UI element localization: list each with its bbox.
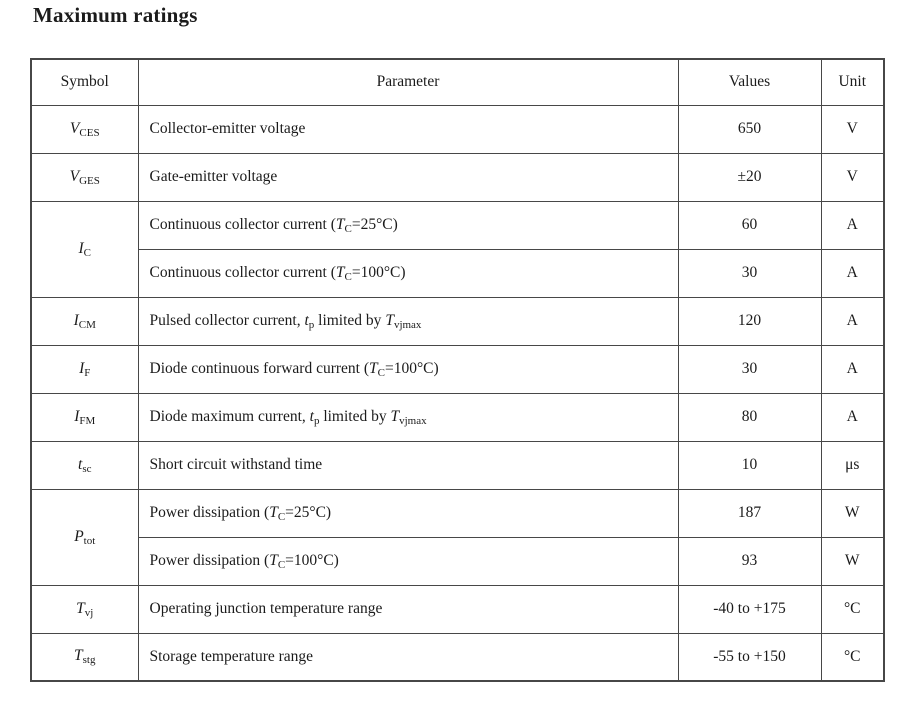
table-row: ICM Pulsed collector current, tp limited…	[30, 296, 885, 346]
unit-cell: W	[820, 536, 885, 586]
unit-cell: A	[820, 296, 885, 346]
symbol-subscript: vj	[84, 606, 94, 619]
symbol-cell: tsc	[30, 440, 139, 490]
values-cell: 30	[677, 248, 822, 298]
column-header-values: Values	[677, 58, 822, 106]
parameter-cell: Operating junction temperature range	[137, 584, 679, 634]
symbol-subscript: F	[84, 366, 91, 379]
column-header-parameter: Parameter	[137, 58, 679, 106]
values-cell: 30	[677, 344, 822, 394]
symbol-base: t	[78, 455, 83, 473]
unit-cell: °C	[820, 632, 885, 682]
values-cell: -40 to +175	[677, 584, 822, 634]
symbol-base: P	[74, 527, 84, 545]
symbol-base: V	[69, 119, 80, 137]
table-row: VGES Gate-emitter voltage ±20 V	[30, 152, 885, 202]
symbol-base: T	[76, 599, 85, 617]
symbol-cell: Tstg	[30, 632, 139, 682]
unit-cell: W	[820, 488, 885, 538]
values-cell: 60	[677, 200, 822, 250]
table-row: IFM Diode maximum current, tp limited by…	[30, 392, 885, 442]
parameter-cell: Diode maximum current, tp limited by Tvj…	[137, 392, 679, 442]
column-header-symbol: Symbol	[30, 58, 139, 106]
symbol-subscript: C	[83, 246, 91, 259]
unit-cell: A	[820, 344, 885, 394]
values-cell: 120	[677, 296, 822, 346]
parameter-cell: Continuous collector current (TC=100°C)	[137, 248, 679, 298]
table-row: VCES Collector-emitter voltage 650 V	[30, 104, 885, 154]
unit-cell: A	[820, 392, 885, 442]
unit-cell: A	[820, 248, 885, 298]
symbol-subscript: CM	[78, 318, 96, 331]
symbol-cell: VCES	[30, 104, 139, 154]
symbol-base: I	[78, 239, 84, 257]
symbol-base: I	[74, 407, 80, 425]
symbol-cell: IC	[30, 200, 139, 298]
parameter-cell: Storage temperature range	[137, 632, 679, 682]
unit-cell: A	[820, 200, 885, 250]
values-cell: ±20	[677, 152, 822, 202]
parameter-cell: Short circuit withstand time	[137, 440, 679, 490]
symbol-base: I	[73, 311, 79, 329]
page-title: Maximum ratings	[33, 3, 198, 27]
parameter-cell: Power dissipation (TC=100°C)	[137, 536, 679, 586]
table-row: Tvj Operating junction temperature range…	[30, 584, 885, 634]
maximum-ratings-table: Symbol Parameter Values Unit VCES Collec…	[30, 58, 885, 682]
table-row: Ptot Power dissipation (TC=25°C) 187 W	[30, 488, 885, 586]
values-cell: 93	[677, 536, 822, 586]
symbol-subscript: tot	[83, 534, 96, 547]
values-cell: 650	[677, 104, 822, 154]
table-row: IF Diode continuous forward current (TC=…	[30, 344, 885, 394]
symbol-base: T	[74, 647, 83, 665]
table-row: Continuous collector current (TC=100°C) …	[31, 248, 885, 298]
unit-cell: °C	[820, 584, 885, 634]
values-cell: 10	[677, 440, 822, 490]
table-header-row: Symbol Parameter Values Unit	[30, 58, 885, 106]
symbol-subscript: sc	[82, 462, 92, 475]
parameter-cell: Gate-emitter voltage	[137, 152, 679, 202]
unit-cell: V	[820, 152, 885, 202]
symbol-subscript: CES	[79, 126, 100, 139]
symbol-base: V	[69, 167, 80, 185]
column-header-unit: Unit	[820, 58, 885, 106]
parameter-cell: Pulsed collector current, tp limited by …	[137, 296, 679, 346]
parameter-cell: Collector-emitter voltage	[137, 104, 679, 154]
unit-cell: μs	[820, 440, 885, 490]
table-row: Power dissipation (TC=100°C) 93 W	[31, 536, 885, 586]
parameter-cell: Continuous collector current (TC=25°C)	[137, 200, 679, 250]
symbol-subscript: GES	[79, 174, 100, 187]
parameter-cell: Power dissipation (TC=25°C)	[137, 488, 679, 538]
symbol-cell: IFM	[30, 392, 139, 442]
values-cell: 80	[677, 392, 822, 442]
table-row: tsc Short circuit withstand time 10 μs	[30, 440, 885, 490]
symbol-subscript: FM	[79, 414, 96, 427]
symbol-subscript: stg	[82, 654, 96, 667]
symbol-base: I	[79, 359, 85, 377]
parameter-cell: Diode continuous forward current (TC=100…	[137, 344, 679, 394]
symbol-cell: IF	[30, 344, 139, 394]
values-cell: -55 to +150	[677, 632, 822, 682]
values-cell: 187	[677, 488, 822, 538]
symbol-cell: Ptot	[30, 488, 139, 586]
symbol-cell: Tvj	[30, 584, 139, 634]
table-row: IC Continuous collector current (TC=25°C…	[30, 200, 885, 298]
symbol-cell: VGES	[30, 152, 139, 202]
table-row: Tstg Storage temperature range -55 to +1…	[30, 632, 885, 682]
unit-cell: V	[820, 104, 885, 154]
symbol-cell: ICM	[30, 296, 139, 346]
